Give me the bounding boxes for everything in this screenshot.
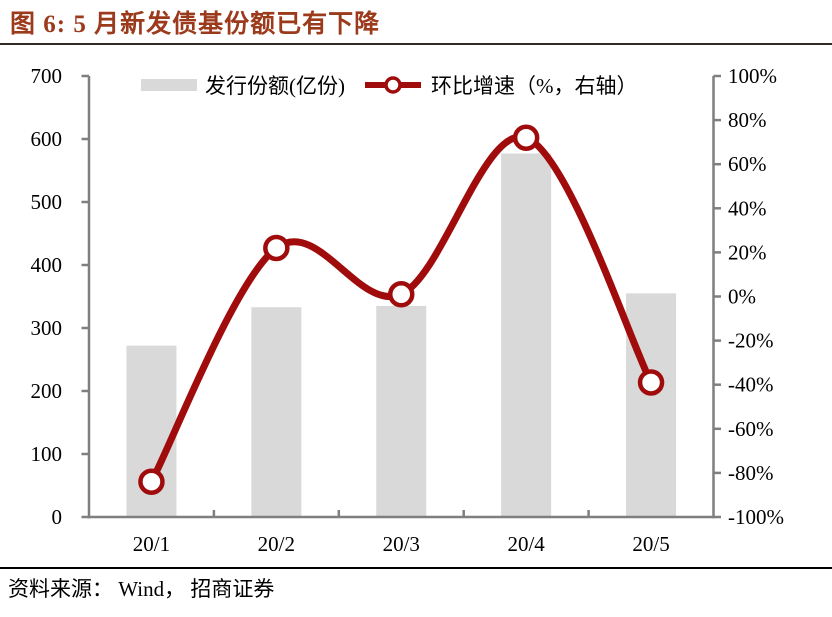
combo-chart: 0 100 200 300 400 500 600 700 -100% -80% -60% -40% -… [31,64,785,556]
line-point-20/1 [138,468,165,495]
line-series-label: 环比增速（%，右轴） [431,74,638,98]
footer-divider [0,567,832,569]
right-axis-tick-label: -20% [728,329,774,353]
left-axis-tick-label: 500 [31,190,63,214]
x-axis-category-label: 20/1 [133,532,170,556]
line-point-20/3 [388,281,415,308]
right-axis-tick-label: -80% [728,461,774,485]
chart-area: 0 100 200 300 400 500 600 700 -100% -80% -60% -40% -… [0,48,832,568]
x-axis-category-label: 20/5 [632,532,669,556]
x-axis-category-label: 20/2 [258,532,295,556]
bar-20/4 [501,153,552,517]
left-axis-tick-label: 100 [31,442,63,466]
legend-item-line: 环比增速（%，右轴） [363,70,638,100]
line-marker-glyph [365,76,421,94]
x-axis-category-label: 20/3 [383,532,420,556]
source-note: 资料来源： Wind， 招商证券 [8,577,275,601]
figure-title: 图 6: 5 月新发债基份额已有下降 [10,11,381,38]
line-point-20/4 [512,124,540,151]
x-axis-category-label: 20/4 [507,532,545,556]
bar-20/2 [251,307,302,517]
title-divider [0,43,832,45]
left-axis-tick-label: 400 [31,253,63,277]
right-axis-tick-label: -40% [728,373,774,397]
right-axis-tick-label: 0% [728,285,756,309]
bar-20/3 [376,305,427,517]
line-point-20/5 [637,369,665,396]
right-axis-tick-label: 20% [728,240,767,264]
right-axis-tick-label: 100% [728,64,777,88]
left-axis-tick-label: 600 [31,127,63,151]
legend-item-bars: 发行份额(亿份) [141,70,345,100]
line-series-swatch-icon [363,75,423,95]
line-point-20/2 [263,234,290,262]
bar-20/5 [626,293,677,517]
chart-legend: 发行份额(亿份) 环比增速（%，右轴） [141,70,638,100]
left-axis-tick-label: 700 [31,64,63,88]
left-axis-tick-label: 300 [31,316,63,340]
right-axis-tick-label: 80% [728,108,767,132]
right-axis-tick-label: 60% [728,152,767,176]
bar-series-swatch [141,79,197,91]
right-axis-tick-label: 40% [728,196,767,220]
left-axis-tick-label: 200 [31,379,63,403]
left-axis-tick-label: 0 [52,505,63,529]
bar-series-label: 发行份额(亿份) [205,74,345,98]
right-axis-tick-label: -100% [728,505,784,529]
right-axis-tick-label: -60% [728,417,774,441]
